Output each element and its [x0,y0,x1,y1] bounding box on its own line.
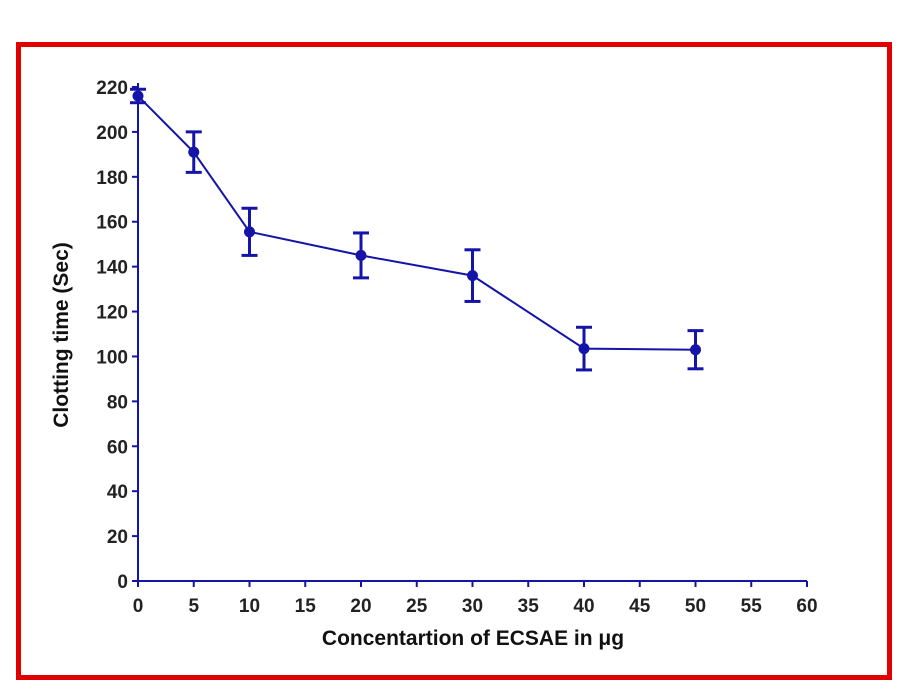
data-point [244,226,255,238]
series [130,87,704,372]
y-tick-label: 140 [96,258,128,279]
y-tick-label: 100 [96,347,128,368]
x-tick-label: 5 [188,596,199,617]
data-point [188,146,200,158]
y-tick-label: 160 [96,213,128,234]
x-tick-label: 50 [685,596,706,617]
x-axis-title: Concentartion of ECSAE in μg [322,627,624,650]
y-tick-label: 0 [117,572,128,593]
y-tick-label: 80 [107,392,128,413]
y-tick-label: 120 [96,303,128,324]
data-point [578,343,590,355]
y-tick-label: 40 [107,482,128,503]
y-tick-label: 60 [107,437,128,458]
series-line [137,95,696,351]
x-tick-label: 60 [796,596,817,617]
y-tick-label: 180 [96,168,128,189]
x-tick-label: 40 [573,596,594,617]
x-tick-label: 35 [518,596,540,617]
y-tick-label: 220 [96,78,128,99]
y-tick-label: 200 [96,123,128,144]
y-tick-label: 20 [107,527,128,548]
axes: 0 20 40 60 80 100 120 140 160 180 200 220 0 5 10 15 20 25… [96,78,817,617]
data-point [690,344,701,356]
data-point [132,90,144,102]
x-tick-label: 0 [133,596,144,617]
data-point [355,249,367,261]
x-tick-label: 10 [239,596,260,617]
data-point [467,270,478,282]
x-tick-label: 15 [295,596,317,617]
x-tick-label: 55 [741,596,763,617]
x-tick-label: 45 [629,596,651,617]
y-axis-title: Clotting time (Sec) [50,242,73,428]
x-tick-label: 30 [462,596,483,617]
x-tick-label: 25 [406,596,428,617]
chart-frame [16,42,892,680]
x-tick-label: 20 [350,596,371,617]
